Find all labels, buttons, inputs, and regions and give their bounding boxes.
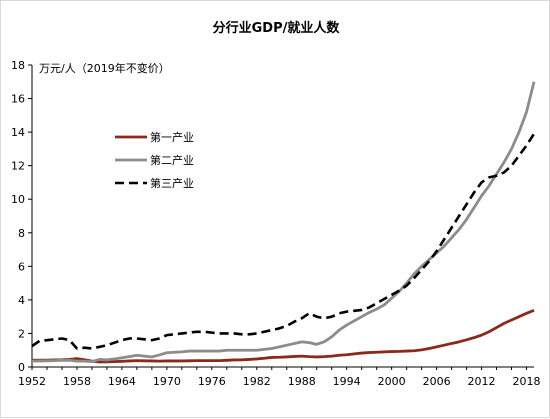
y-tick-label: 18 <box>11 59 25 72</box>
series-lines <box>31 81 536 364</box>
x-tick-label: 1952 <box>18 375 46 388</box>
y-tick-label: 14 <box>11 126 25 139</box>
x-tick-label: 1970 <box>153 375 181 388</box>
y-axis-ticks: 0 2 4 6 8 10 12 14 16 18 <box>11 59 32 374</box>
x-tick-label: 1976 <box>198 375 226 388</box>
legend-label-3: 第三产业 <box>150 176 194 190</box>
x-axis-ticks: 1952 1958 1964 1970 1976 1982 1988 1994 2000 2006… <box>18 367 541 388</box>
y-tick-label: 2 <box>18 327 25 340</box>
y-tick-label: 12 <box>11 160 25 173</box>
x-tick-label: 2006 <box>423 375 451 388</box>
legend-label-2: 第二产业 <box>150 153 194 167</box>
axes <box>31 65 534 368</box>
y-axis-label: 万元/人（2019年不变价） <box>39 61 170 75</box>
legend-label-1: 第一产业 <box>150 130 194 144</box>
y-tick-label: 4 <box>18 294 25 307</box>
x-tick-label: 1994 <box>333 375 361 388</box>
x-tick-label: 1964 <box>108 375 136 388</box>
chart-title: 分行业GDP/就业人数 <box>213 20 341 36</box>
y-tick-label: 0 <box>18 361 25 374</box>
x-tick-label: 2018 <box>513 375 541 388</box>
y-tick-label: 10 <box>11 193 25 206</box>
x-tick-label: 2000 <box>378 375 406 388</box>
x-tick-label: 2012 <box>468 375 496 388</box>
x-tick-label: 1988 <box>288 375 316 388</box>
x-tick-label: 1958 <box>63 375 91 388</box>
series-line-3 <box>31 133 536 350</box>
x-tick-label: 1982 <box>243 375 271 388</box>
y-tick-label: 6 <box>18 260 25 273</box>
series-line-2 <box>31 81 536 364</box>
y-tick-label: 16 <box>11 93 25 106</box>
series-line-1 <box>31 308 535 364</box>
y-tick-label: 8 <box>18 227 25 240</box>
